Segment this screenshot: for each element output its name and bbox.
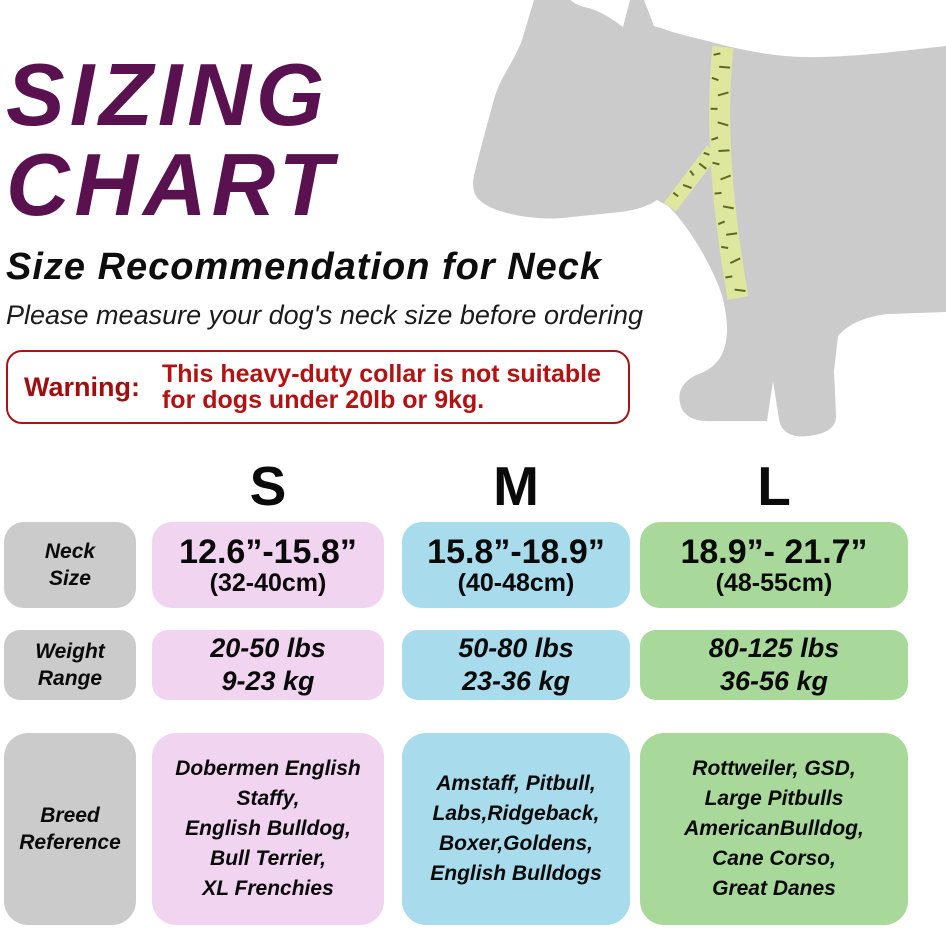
neck-size-cell-s: 12.6”-15.8” (32-40cm) [152,522,384,608]
measure-instruction: Please measure your dog's neck size befo… [6,300,644,330]
breed-reference-cell-m: Amstaff, Pitbull, Labs,Ridgeback, Boxer,… [402,733,630,925]
neck-size-cm-m: (40-48cm) [457,568,575,597]
warning-text: This heavy-duty collar is not suitable f… [161,360,601,414]
page-title: SIZING CHART [6,50,337,230]
row-label-weight-range: Weight Range [4,630,136,700]
weight-range-m: 50-80 lbs 23-36 kg [458,633,574,696]
neck-size-inches-s: 12.6”-15.8” [179,532,357,571]
dog-illustration [473,0,946,437]
row-label-breed-reference: Breed Reference [4,733,136,925]
dog-silhouette-icon [473,0,946,437]
weight-range-cell-s: 20-50 lbs 9-23 kg [152,630,384,700]
warning-label: Warning: [24,371,140,402]
breed-reference-cell-l: Rottweiler, GSD, Large Pitbulls American… [640,733,908,925]
warning-box: Warning: This heavy-duty collar is not s… [6,350,630,424]
measuring-tape-branch-icon [664,145,719,212]
weight-range-s: 20-50 lbs 9-23 kg [210,633,326,696]
measuring-tape-icon [709,45,749,300]
page-title-line2: CHART [6,135,338,234]
breed-list-m: Amstaff, Pitbull, Labs,Ridgeback, Boxer,… [430,772,602,885]
neck-size-inches-m: 15.8”-18.9” [427,532,605,571]
neck-size-cm-l: (48-55cm) [715,568,833,597]
breed-list-l: Rottweiler, GSD, Large Pitbulls American… [684,757,864,900]
weight-range-l: 80-125 lbs 36-56 kg [708,633,840,696]
breed-reference-cell-s: Dobermen English Staffy, English Bulldog… [152,733,384,925]
page-title-line1: SIZING [6,45,330,144]
measuring-tape-ticks [672,52,746,292]
column-header-size-m: M [493,455,539,517]
weight-range-cell-m: 50-80 lbs 23-36 kg [402,630,630,700]
neck-size-cell-m: 15.8”-18.9” (40-48cm) [402,522,630,608]
neck-size-cm-s: (32-40cm) [209,568,327,597]
column-header-size-l: L [757,455,791,517]
neck-size-cell-l: 18.9”- 21.7” (48-55cm) [640,522,908,608]
neck-size-inches-l: 18.9”- 21.7” [680,532,868,571]
column-header-size-s: S [249,455,287,517]
weight-range-cell-l: 80-125 lbs 36-56 kg [640,630,908,700]
row-label-neck-size: Neck Size [4,522,136,608]
breed-list-s: Dobermen English Staffy, English Bulldog… [175,757,361,900]
subtitle: Size Recommendation for Neck [6,246,603,288]
